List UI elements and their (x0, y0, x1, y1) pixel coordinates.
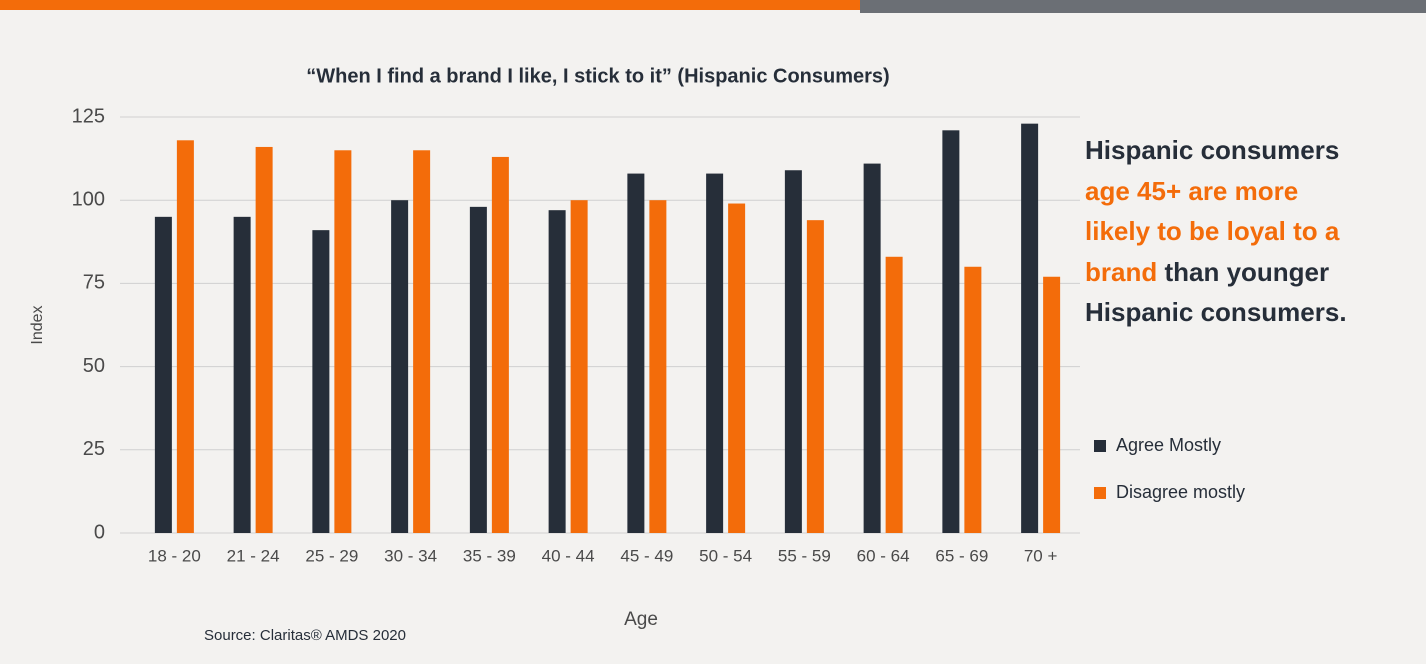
y-tick-label: 25 (83, 438, 105, 460)
annotation-text: Hispanic consumers (1085, 135, 1340, 165)
legend-label: Agree Mostly (1116, 435, 1221, 455)
x-tick-label: 55 - 59 (778, 546, 831, 565)
bar (627, 173, 645, 534)
chart-title: “When I find a brand I like, I stick to … (306, 65, 889, 87)
bar (491, 156, 509, 533)
y-tick-label: 100 (72, 188, 105, 210)
bar (706, 173, 724, 534)
bar (863, 163, 881, 534)
legend-swatch (1094, 440, 1106, 452)
bar (1021, 123, 1039, 533)
x-tick-label: 65 - 69 (935, 546, 988, 565)
y-axis-label: Index (29, 305, 46, 344)
annotation-text: age 45+ are more likely to be loyal to a… (1085, 175, 1340, 287)
x-tick-label: 25 - 29 (305, 546, 358, 565)
bar (413, 150, 431, 533)
y-tick-label: 125 (72, 105, 105, 127)
x-tick-label: 70 + (1024, 546, 1058, 565)
x-tick-label: 45 - 49 (620, 546, 673, 565)
x-tick-label: 40 - 44 (542, 546, 595, 565)
bar (334, 150, 352, 533)
x-tick-label: 30 - 34 (384, 546, 437, 565)
top-band (0, 0, 860, 10)
x-tick-label: 35 - 39 (463, 546, 516, 565)
bar (233, 216, 251, 533)
bar (154, 216, 172, 533)
bar (255, 146, 273, 533)
bar (570, 200, 588, 533)
annotation-text: than younger Hispanic consumers. (1085, 256, 1347, 328)
bar (391, 200, 409, 533)
y-tick-label: 0 (94, 521, 105, 543)
bar (806, 220, 824, 533)
bar (728, 203, 746, 533)
annotation: Hispanic consumers age 45+ are more like… (1085, 130, 1370, 333)
x-tick-label: 60 - 64 (857, 546, 910, 565)
bar (942, 130, 960, 533)
x-tick-label: 18 - 20 (148, 546, 201, 565)
top-photo (860, 0, 1426, 13)
bar (649, 200, 667, 533)
bar (312, 230, 330, 534)
legend-label: Disagree mostly (1116, 482, 1245, 502)
source: Source: Claritas® AMDS 2020 (204, 627, 406, 644)
bar (885, 256, 903, 533)
bar (964, 266, 982, 533)
bar (784, 170, 802, 534)
x-tick-label: 21 - 24 (227, 546, 280, 565)
bar (176, 140, 194, 533)
x-axis-label: Age (624, 609, 658, 630)
y-tick-label: 75 (83, 272, 105, 294)
bar (1043, 276, 1061, 533)
bar (469, 206, 487, 533)
y-tick-label: 50 (83, 355, 105, 377)
bar (548, 210, 566, 533)
x-tick-label: 50 - 54 (699, 546, 752, 565)
legend-swatch (1094, 487, 1106, 499)
